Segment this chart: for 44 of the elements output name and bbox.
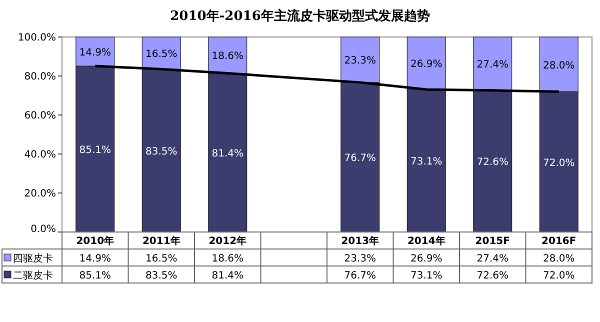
y-tick-label: 80.0%: [24, 72, 56, 82]
x-tick-label: 2013年: [341, 235, 380, 247]
y-tick-label: 40.0%: [24, 150, 56, 160]
text: 23.3%: [344, 56, 376, 67]
y-tick-label: 20.0%: [24, 188, 56, 200]
data-label: 81.4%: [212, 270, 244, 282]
text: 14.9%: [79, 48, 112, 59]
y-tick-label: 60.0%: [24, 110, 56, 122]
legend-label: 二驱皮卡: [13, 270, 53, 282]
text: 81.4%: [212, 148, 244, 160]
x-tick-label: 2011年: [142, 235, 180, 247]
data-label: 23.3%: [344, 254, 376, 264]
chart-title: 2010年-2016年主流皮卡驱动型式发展趋势: [170, 8, 430, 24]
data-label: 85.1%: [79, 270, 112, 282]
legend-label: 四驱皮卡: [13, 252, 53, 264]
text: 72.6%: [476, 157, 509, 168]
text: 83.5%: [145, 146, 178, 158]
data-label: 16.5%: [145, 254, 178, 264]
text: 28.0%: [542, 60, 575, 72]
text: 16.5%: [145, 49, 178, 60]
data-label: 76.7%: [344, 270, 376, 282]
y-tick-label: 100.0%: [18, 32, 56, 44]
x-tick-label: 2015F: [475, 236, 510, 247]
x-tick-label: 2016F: [542, 236, 576, 247]
text: 26.9%: [410, 59, 442, 70]
data-label: 18.6%: [212, 254, 244, 264]
data-label: 14.9%: [79, 254, 112, 264]
x-tick-label: 2014年: [407, 235, 446, 247]
data-label: 27.4%: [476, 254, 509, 264]
text: 73.1%: [410, 156, 442, 168]
text: 27.4%: [476, 60, 509, 71]
text: 18.6%: [212, 51, 244, 62]
text: 76.7%: [344, 153, 376, 164]
x-tick-label: 2010年: [76, 235, 114, 247]
data-label: 73.1%: [410, 270, 442, 282]
y-tick-label: 0.0%: [30, 224, 56, 235]
text: 85.1%: [79, 145, 112, 156]
data-label: 72.6%: [476, 270, 509, 282]
data-label: 26.9%: [410, 254, 442, 264]
data-label: 83.5%: [145, 270, 178, 282]
x-tick-label: 2012年: [208, 235, 247, 247]
data-label: 28.0%: [542, 254, 575, 264]
data-label: 72.0%: [542, 270, 575, 282]
text: 72.0%: [542, 158, 575, 169]
